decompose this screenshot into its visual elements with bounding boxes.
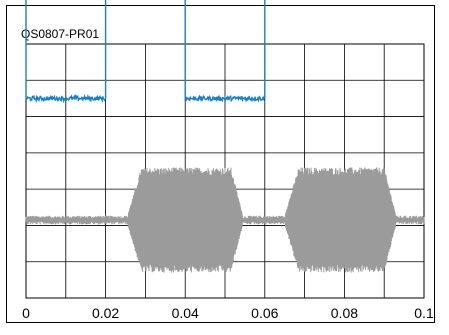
x-tick-label: 0.06 [251,305,278,321]
x-tick-label: 0.02 [92,305,119,321]
series-burst-signal [25,167,425,273]
x-tick-label: 0 [22,305,30,321]
series-square-wave [25,0,266,104]
x-tick-label: 0.08 [331,305,358,321]
x-tick-label: 0.1 [414,305,434,321]
x-tick-label: 0.04 [172,305,199,321]
chart-title: QS0807-PR01 [21,27,100,41]
